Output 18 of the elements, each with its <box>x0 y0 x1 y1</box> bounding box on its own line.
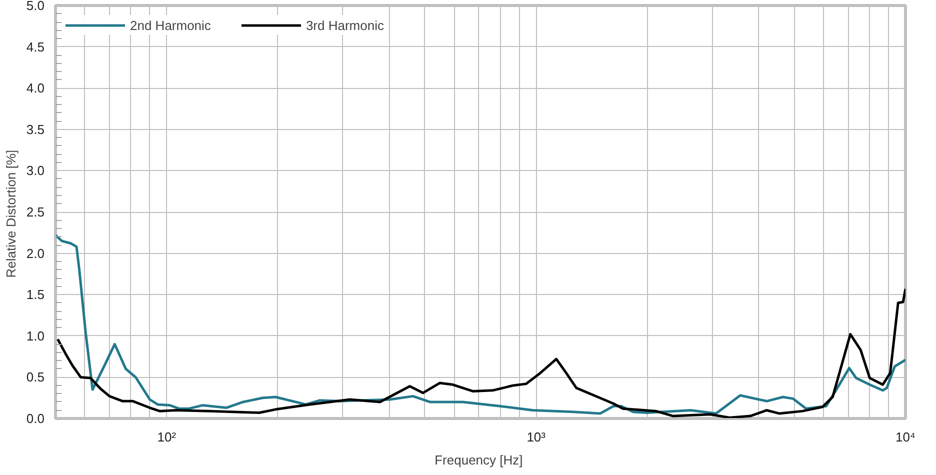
y-tick-label: 2.0 <box>26 246 45 261</box>
x-tick-label: 10³ <box>526 430 546 444</box>
y-tick-label: 4.0 <box>26 80 45 96</box>
y-tick-label: 0.5 <box>26 370 45 385</box>
y-tick-label: 4.5 <box>26 39 45 54</box>
y-tick-label: 5.0 <box>26 0 45 13</box>
x-tick-label: 10⁴ <box>895 430 916 444</box>
legend-label: 3rd Harmonic <box>306 18 384 32</box>
y-tick-label: 3.5 <box>26 122 45 137</box>
y-tick-label: 3.0 <box>26 163 45 178</box>
legend-label: 2nd Harmonic <box>130 18 211 32</box>
x-tick-label: 10² <box>157 430 177 444</box>
x-axis-title: Frequency [Hz] <box>434 452 523 468</box>
y-tick-label: 2.5 <box>26 204 45 220</box>
y-tick-label: 0.0 <box>26 411 45 426</box>
y-tick-label: 1.5 <box>26 287 45 302</box>
y-tick-label: 1.0 <box>26 328 45 344</box>
y-axis-title: Relative Distortion [%] <box>3 150 18 278</box>
